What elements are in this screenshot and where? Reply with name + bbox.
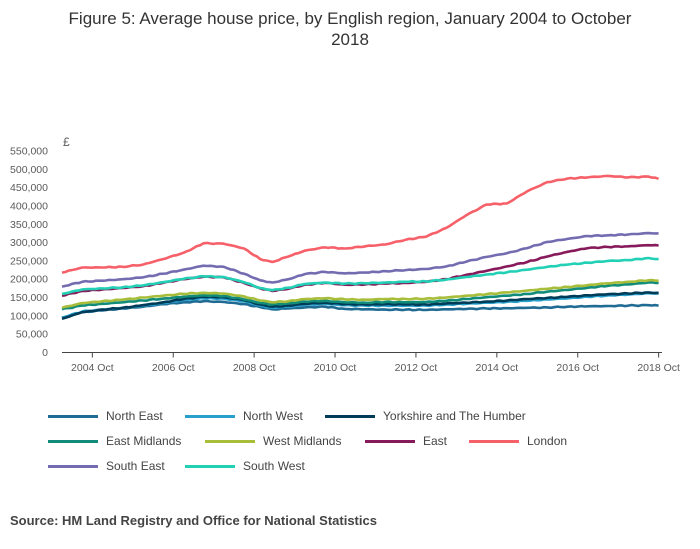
y-tick-label: 100,000: [10, 310, 48, 322]
y-tick-label: 250,000: [10, 255, 48, 267]
legend-swatch: [325, 414, 375, 418]
y-tick-label: 550,000: [10, 146, 48, 158]
x-tick-label: 2014 Oct: [476, 362, 519, 374]
y-tick-label: 200,000: [10, 274, 48, 286]
series-line-london: [61, 174, 660, 274]
legend-label: East: [423, 434, 448, 448]
legend-label: East Midlands: [106, 434, 182, 448]
legend-label: North East: [106, 409, 163, 423]
series-line-west-midlands: [61, 278, 659, 310]
y-axis: £ 0 50,000 100,000 150,000 200,000 250,000 300…: [10, 135, 70, 359]
legend-label: South East: [106, 459, 165, 473]
x-tick-label: 2012 Oct: [395, 362, 438, 374]
legend-label: North West: [243, 409, 303, 423]
legend-item-south-west[interactable]: South West: [185, 456, 305, 476]
x-tick-label: 2004 Oct: [71, 362, 114, 374]
legend-item-west-midlands[interactable]: West Midlands: [205, 431, 341, 451]
legend-item-north-east[interactable]: North East: [48, 406, 163, 426]
y-tick-label: 150,000: [10, 292, 48, 304]
y-tick-label: 500,000: [10, 164, 48, 176]
legend-label: London: [527, 434, 568, 448]
legend-swatch: [185, 464, 235, 468]
y-tick-label: 300,000: [10, 237, 48, 249]
legend-label: South West: [243, 459, 305, 473]
legend-swatch: [469, 439, 519, 443]
legend-item-east-midlands[interactable]: East Midlands: [48, 431, 181, 451]
legend-swatch: [205, 439, 255, 443]
x-tick-label: 2008 Oct: [233, 362, 276, 374]
source-note: Source: HM Land Registry and Office for …: [10, 513, 377, 528]
legend-swatch: [365, 439, 415, 443]
legend-label: West Midlands: [263, 434, 342, 448]
legend-item-south-east[interactable]: South East: [48, 456, 165, 476]
legend-swatch: [48, 439, 98, 443]
legend-swatch: [48, 414, 98, 418]
series-line-south-east: [61, 231, 659, 288]
x-tick-label: 2006 Oct: [152, 362, 195, 374]
legend-item-yorkshire-and-the-humber[interactable]: Yorkshire and The Humber: [325, 406, 526, 426]
series-lines: [61, 174, 660, 321]
y-tick-label: 350,000: [10, 219, 48, 231]
legend-item-east[interactable]: East: [365, 431, 447, 451]
legend-swatch: [185, 414, 235, 418]
x-tick-label: 2016 Oct: [556, 362, 599, 374]
y-tick-label: 0: [42, 347, 48, 359]
y-tick-label: 400,000: [10, 200, 48, 212]
x-axis: 2004 Oct 2006 Oct 2008 Oct 2010 Oct 2012 Oct…: [62, 352, 680, 374]
x-tick-label: 2018 Oct: [637, 362, 680, 374]
series-line-east-midlands: [61, 281, 659, 311]
line-chart: £ 0 50,000 100,000 150,000 200,000 250,000 300…: [10, 135, 680, 374]
legend-item-north-west[interactable]: North West: [185, 406, 303, 426]
series-line-south-west: [61, 256, 659, 296]
legend-swatch: [48, 464, 98, 468]
chart-title: Figure 5: Average house price, by Englis…: [0, 8, 700, 50]
chart-title-line-1: Figure 5: Average house price, by Englis…: [68, 9, 632, 28]
legend-item-london[interactable]: London: [469, 431, 567, 451]
y-tick-label: 450,000: [10, 182, 48, 194]
y-tick-label: 50,000: [16, 329, 48, 341]
y-axis-unit-label: £: [63, 135, 70, 149]
legend-label: Yorkshire and The Humber: [383, 409, 526, 423]
series-line-yorkshire-and-the-humber: [61, 291, 659, 321]
chart-title-line-2: 2018: [331, 30, 369, 49]
x-tick-label: 2010 Oct: [314, 362, 357, 374]
